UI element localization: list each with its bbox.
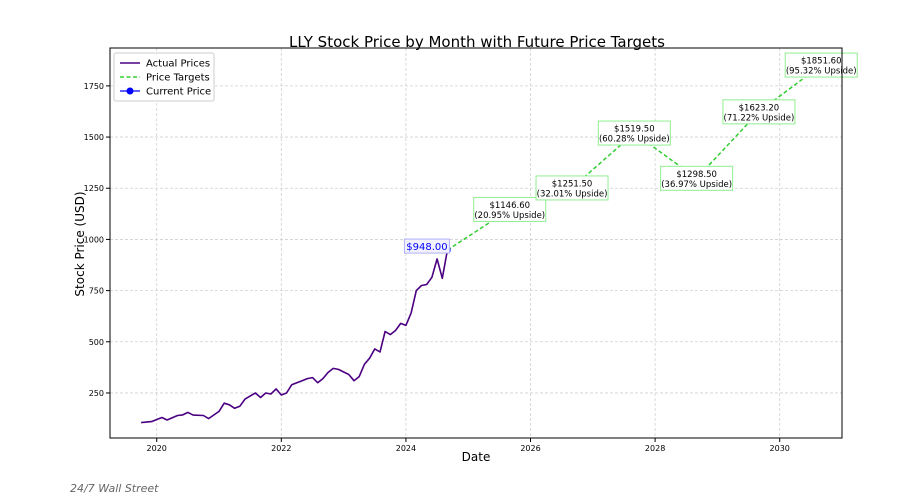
- legend-box: [113, 52, 215, 102]
- data-lines: [141, 64, 822, 424]
- target-label-box: [535, 175, 609, 201]
- x-tick-label: 2028: [645, 444, 665, 453]
- x-tick-label: 2020: [147, 444, 167, 453]
- target-label-box: [784, 52, 858, 78]
- target-label-box: [597, 120, 671, 146]
- target-price-label: $1519.50: [614, 125, 655, 135]
- price-target-line: [446, 64, 822, 251]
- y-tick-label: 1250: [84, 184, 104, 193]
- target-label-box: [722, 99, 796, 125]
- target-price-label: $1623.20: [739, 103, 780, 113]
- x-tick-label: 2026: [520, 444, 540, 453]
- target-price-label: $1251.50: [552, 179, 593, 189]
- legend-label: Current Price: [146, 87, 211, 98]
- y-tick-label: 250: [89, 389, 104, 398]
- legend-label: Price Targets: [146, 73, 210, 84]
- plot-area: [109, 47, 843, 439]
- chart-title: LLY Stock Price by Month with Future Pri…: [289, 33, 665, 51]
- target-upside-label: (95.32% Upside): [786, 67, 857, 77]
- y-tick-label: 500: [89, 338, 104, 347]
- x-tick-label: 2024: [396, 444, 416, 453]
- target-upside-label: (36.97% Upside): [661, 180, 732, 190]
- y-tick-label: 750: [89, 287, 104, 296]
- actual-price-line: [141, 249, 449, 424]
- y-axis-label: Stock Price (USD): [73, 191, 87, 296]
- y-tick-label: 1500: [84, 133, 104, 142]
- legend: Actual Prices Price Targets Current Price: [113, 52, 215, 102]
- source-credit: 24/7 Wall Street: [70, 482, 159, 495]
- current-price-box: [403, 238, 450, 254]
- axis-ticks: 250 500 750 1000 1250 1500 1750 2020 2022 2024 202…: [84, 82, 790, 453]
- target-upside-label: (71.22% Upside): [724, 113, 795, 123]
- target-upside-label: (20.95% Upside): [474, 211, 545, 221]
- target-price-label: $1851.60: [801, 57, 842, 67]
- legend-label: Actual Prices: [146, 59, 210, 70]
- x-tick-label: 2030: [770, 444, 790, 453]
- y-tick-label: 1000: [84, 235, 104, 244]
- x-tick-label: 2022: [271, 444, 291, 453]
- data-labels: $948.00$1146.60(20.95% Upside)$1251.50(3…: [403, 52, 858, 254]
- target-price-label: $1146.60: [489, 201, 530, 211]
- x-axis-label: Date: [462, 450, 491, 464]
- current-price-label: $948.00: [406, 242, 447, 253]
- target-upside-label: (60.28% Upside): [599, 135, 670, 145]
- target-label-box: [473, 196, 547, 222]
- target-upside-label: (32.01% Upside): [537, 189, 608, 199]
- legend-marker-current: [126, 87, 134, 95]
- y-tick-label: 1750: [84, 82, 104, 91]
- target-price-label: $1298.50: [676, 170, 717, 180]
- target-label-box: [660, 165, 734, 191]
